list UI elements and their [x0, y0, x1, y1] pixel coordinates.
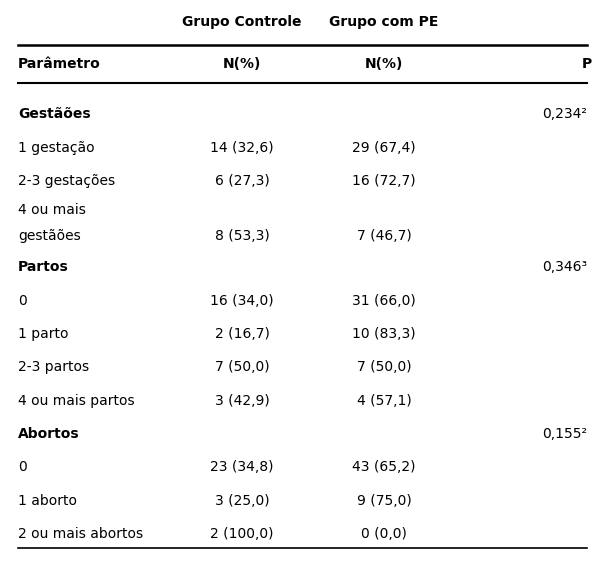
Text: 3 (42,9): 3 (42,9) [215, 394, 269, 408]
Text: Grupo Controle: Grupo Controle [182, 15, 302, 29]
Text: 1 aborto: 1 aborto [18, 494, 77, 508]
Text: 23 (34,8): 23 (34,8) [211, 461, 273, 474]
Text: 43 (65,2): 43 (65,2) [353, 461, 416, 474]
Text: 6 (27,3): 6 (27,3) [215, 174, 269, 188]
Text: 3 (25,0): 3 (25,0) [215, 494, 269, 508]
Text: 31 (66,0): 31 (66,0) [352, 294, 416, 308]
Text: gestãões: gestãões [18, 229, 81, 243]
Text: 16 (72,7): 16 (72,7) [352, 174, 416, 188]
Text: 2 (16,7): 2 (16,7) [215, 327, 269, 341]
Text: 7 (50,0): 7 (50,0) [215, 361, 269, 374]
Text: Parâmetro: Parâmetro [18, 58, 101, 71]
Text: 10 (83,3): 10 (83,3) [352, 327, 416, 341]
Text: 29 (67,4): 29 (67,4) [352, 141, 416, 155]
Text: 0 (0,0): 0 (0,0) [361, 527, 407, 541]
Text: Grupo com PE: Grupo com PE [330, 15, 439, 29]
Text: 1 gestação: 1 gestação [18, 141, 95, 155]
Text: 9 (75,0): 9 (75,0) [357, 494, 411, 508]
Text: 0: 0 [18, 461, 27, 474]
Text: Gestãões: Gestãões [18, 108, 91, 121]
Text: 4 (57,1): 4 (57,1) [357, 394, 411, 408]
Text: 7 (50,0): 7 (50,0) [357, 361, 411, 374]
Text: 8 (53,3): 8 (53,3) [215, 229, 269, 243]
Text: 0,155²: 0,155² [542, 427, 587, 441]
Text: P: P [582, 58, 592, 71]
Text: 2-3 gestações: 2-3 gestações [18, 174, 116, 188]
Text: 7 (46,7): 7 (46,7) [357, 229, 411, 243]
Text: Abortos: Abortos [18, 427, 80, 441]
Text: 1 parto: 1 parto [18, 327, 68, 341]
Text: N(%): N(%) [223, 58, 261, 71]
Text: 2 (100,0): 2 (100,0) [211, 527, 273, 541]
Text: 16 (34,0): 16 (34,0) [210, 294, 274, 308]
Text: 0,234²: 0,234² [542, 108, 587, 121]
Text: 0: 0 [18, 294, 27, 308]
Text: 2 ou mais abortos: 2 ou mais abortos [18, 527, 143, 541]
Text: 0,346³: 0,346³ [541, 260, 587, 274]
Text: 14 (32,6): 14 (32,6) [210, 141, 274, 155]
Text: Partos: Partos [18, 260, 69, 274]
Text: N(%): N(%) [365, 58, 404, 71]
Text: 2-3 partos: 2-3 partos [18, 361, 90, 374]
Text: 4 ou mais: 4 ou mais [18, 204, 86, 217]
Text: 4 ou mais partos: 4 ou mais partos [18, 394, 135, 408]
